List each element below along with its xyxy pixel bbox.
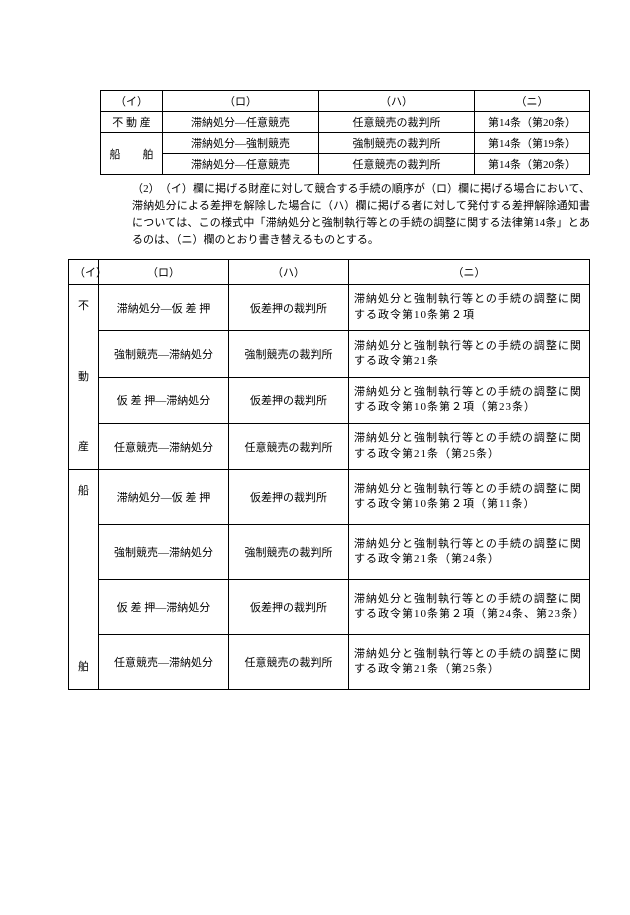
para-text: （イ）欄に掲げる財産に対して競合する手続の順序が（ロ）欄に掲げる場合において、滞… (132, 183, 590, 246)
cell-i: 不 動 産 (101, 112, 163, 133)
para-marker: （2） (132, 183, 154, 195)
table-row: 任意競売―滞納処分 任意競売の裁判所 滞納処分と強制執行等との手続の調整に関する… (69, 423, 590, 469)
cell-ni: 第14条（第19条） (475, 133, 590, 154)
table-header-ni: （ニ） (349, 260, 590, 285)
cell-ha: 任意競売の裁判所 (319, 112, 475, 133)
table-row: 強制競売―滞納処分 強制競売の裁判所 滞納処分と強制執行等との手続の調整に関する… (69, 525, 590, 580)
table-1: （イ） （ロ） （ハ） （ニ） 不 動 産 滞納処分―任意競売 任意競売の裁判所… (100, 90, 590, 175)
table-2: （イ） （ロ） （ハ） （ニ） 不動産 滞納処分―仮 差 押 仮差押の裁判所 滞… (68, 259, 590, 690)
group-label-fudosan: 不動産 (69, 285, 99, 470)
table-row: 船 舶 滞納処分―強制競売 強制競売の裁判所 第14条（第19条） (101, 133, 590, 154)
cell-ha: 任意競売の裁判所 (319, 154, 475, 175)
cell-ha: 任意競売の裁判所 (229, 635, 349, 690)
cell-ha: 仮差押の裁判所 (229, 285, 349, 331)
table-row: 仮 差 押―滞納処分 仮差押の裁判所 滞納処分と強制執行等との手続の調整に関する… (69, 580, 590, 635)
table-row: 仮 差 押―滞納処分 仮差押の裁判所 滞納処分と強制執行等との手続の調整に関する… (69, 377, 590, 423)
cell-ha: 強制競売の裁判所 (229, 525, 349, 580)
cell-ha: 強制競売の裁判所 (319, 133, 475, 154)
cell-ni: 滞納処分と強制執行等との手続の調整に関する政令第21条（第25条） (349, 635, 590, 690)
table-row: 船舶 滞納処分―仮 差 押 仮差押の裁判所 滞納処分と強制執行等との手続の調整に… (69, 470, 590, 525)
cell-ni: 滞納処分と強制執行等との手続の調整に関する政令第10条第２項（第11条） (349, 470, 590, 525)
table-header-ro: （ロ） (163, 91, 319, 112)
cell-ro: 滞納処分―仮 差 押 (99, 285, 229, 331)
table-header-ha: （ハ） (319, 91, 475, 112)
cell-ro: 強制競売―滞納処分 (99, 525, 229, 580)
table-row: 滞納処分―任意競売 任意競売の裁判所 第14条（第20条） (101, 154, 590, 175)
cell-ni: 第14条（第20条） (475, 154, 590, 175)
table-header-i: （イ） (101, 91, 163, 112)
cell-ro: 仮 差 押―滞納処分 (99, 377, 229, 423)
table-row: （イ） （ロ） （ハ） （ニ） (69, 260, 590, 285)
table-header-ni: （ニ） (475, 91, 590, 112)
cell-ni: 滞納処分と強制執行等との手続の調整に関する政令第21条（第24条） (349, 525, 590, 580)
table-header-ha: （ハ） (229, 260, 349, 285)
table-row: 不 動 産 滞納処分―任意競売 任意競売の裁判所 第14条（第20条） (101, 112, 590, 133)
table-row: 任意競売―滞納処分 任意競売の裁判所 滞納処分と強制執行等との手続の調整に関する… (69, 635, 590, 690)
table-header-ro: （ロ） (99, 260, 229, 285)
cell-ro: 任意競売―滞納処分 (99, 635, 229, 690)
cell-ha: 仮差押の裁判所 (229, 377, 349, 423)
cell-ro: 滞納処分―強制競売 (163, 133, 319, 154)
cell-ro: 任意競売―滞納処分 (99, 423, 229, 469)
cell-ni: 滞納処分と強制執行等との手続の調整に関する政令第10条第２項（第23条） (349, 377, 590, 423)
cell-ha: 強制競売の裁判所 (229, 331, 349, 377)
cell-ha: 任意競売の裁判所 (229, 423, 349, 469)
group-label-senpaku: 船舶 (69, 470, 99, 690)
cell-ni: 滞納処分と強制執行等との手続の調整に関する政令第21条（第25条） (349, 423, 590, 469)
paragraph-2: （2） （イ）欄に掲げる財産に対して競合する手続の順序が（ロ）欄に掲げる場合にお… (132, 181, 590, 249)
table-row: 不動産 滞納処分―仮 差 押 仮差押の裁判所 滞納処分と強制執行等との手続の調整… (69, 285, 590, 331)
table-row: 強制競売―滞納処分 強制競売の裁判所 滞納処分と強制執行等との手続の調整に関する… (69, 331, 590, 377)
cell-i: 船 舶 (101, 133, 163, 175)
cell-ro: 仮 差 押―滞納処分 (99, 580, 229, 635)
cell-ni: 滞納処分と強制執行等との手続の調整に関する政令第21条 (349, 331, 590, 377)
cell-ha: 仮差押の裁判所 (229, 580, 349, 635)
table-row: （イ） （ロ） （ハ） （ニ） (101, 91, 590, 112)
cell-ni: 第14条（第20条） (475, 112, 590, 133)
cell-ro: 強制競売―滞納処分 (99, 331, 229, 377)
cell-ha: 仮差押の裁判所 (229, 470, 349, 525)
cell-ni: 滞納処分と強制執行等との手続の調整に関する政令第10条第２項 (349, 285, 590, 331)
cell-ro: 滞納処分―仮 差 押 (99, 470, 229, 525)
cell-ro: 滞納処分―任意競売 (163, 154, 319, 175)
cell-ni: 滞納処分と強制執行等との手続の調整に関する政令第10条第２項（第24条、第23条… (349, 580, 590, 635)
cell-ro: 滞納処分―任意競売 (163, 112, 319, 133)
table-header-i: （イ） (69, 260, 99, 285)
